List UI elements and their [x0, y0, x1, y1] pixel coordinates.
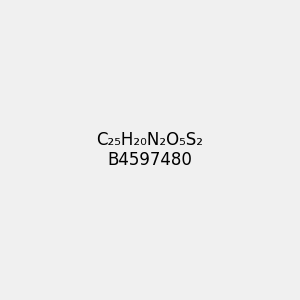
- Text: C₂₅H₂₀N₂O₅S₂
B4597480: C₂₅H₂₀N₂O₅S₂ B4597480: [97, 130, 203, 170]
